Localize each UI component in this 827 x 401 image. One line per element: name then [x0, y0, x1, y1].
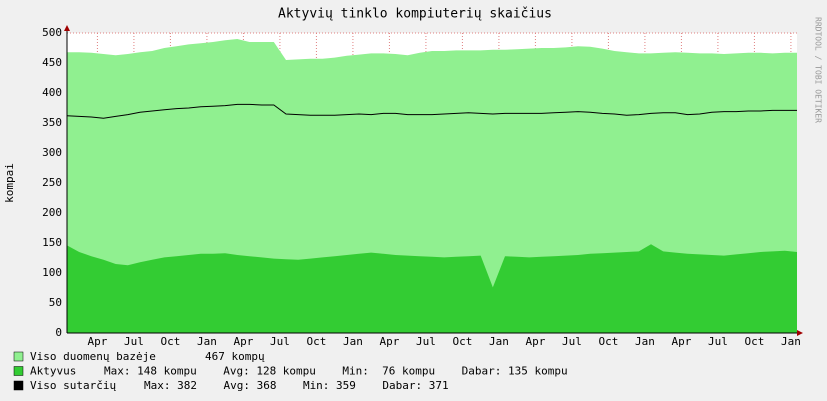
y-tick-label: 400 [42, 86, 62, 99]
legend-label: Viso sutarčių [30, 379, 116, 392]
x-tick-label: Jan [489, 335, 509, 348]
y-tick-label: 250 [42, 176, 62, 189]
axes [64, 25, 803, 336]
y-axis-arrow [64, 25, 70, 31]
x-tick-label: Apr [525, 335, 545, 348]
x-tick-label: Jul [270, 335, 290, 348]
legend-swatch [13, 380, 24, 391]
x-tick-label: Oct [306, 335, 326, 348]
legend-label: Viso duomenų bazėje [30, 350, 156, 363]
legend-label: Aktyvus [30, 365, 76, 378]
x-axis-arrow [797, 330, 803, 336]
x-tick-label: Apr [87, 335, 107, 348]
x-tick-label: Jul [562, 335, 582, 348]
y-tick-label: 450 [42, 56, 62, 69]
x-tick-label: Oct [160, 335, 180, 348]
x-tick-label: Jan [635, 335, 655, 348]
y-tick-label: 0 [55, 326, 62, 339]
x-tick-label: Jan [343, 335, 363, 348]
x-tick-label: Jan [781, 335, 801, 348]
legend-swatch [13, 366, 24, 376]
x-tick-label: Apr [379, 335, 399, 348]
x-tick-label: Jan [197, 335, 217, 348]
x-tick-label: Jul [124, 335, 144, 348]
x-tick-label: Apr [233, 335, 253, 348]
chart-title: Aktyvių tinklo kompiuterių skaičius [278, 7, 552, 22]
x-tick-label: Jul [416, 335, 436, 348]
x-tick-label: Oct [452, 335, 472, 348]
area [67, 244, 797, 333]
x-tick-label: Oct [744, 335, 764, 348]
x-tick-label: Apr [671, 335, 691, 348]
y-tick-label: 100 [42, 266, 62, 279]
y-tick-label: 50 [49, 296, 62, 309]
x-tick-label: Jul [708, 335, 728, 348]
legend-swatch [13, 351, 24, 362]
y-tick-label: 500 [42, 26, 62, 39]
y-tick-label: 150 [42, 236, 62, 249]
y-tick-label: 300 [42, 146, 62, 159]
watermark: RRDTOOL / TOBI OETIKER [814, 17, 823, 123]
legend-stats: Max: 148 kompu Avg: 128 kompu Min: 76 ko… [104, 365, 568, 378]
marks [66, 39, 797, 333]
legend: Viso duomenų bazėje 467 kompų Aktyvus Max: … [13, 350, 568, 392]
y-axis-label: kompai [3, 163, 16, 203]
y-tick-label: 350 [42, 116, 62, 129]
line [66, 103, 797, 119]
legend-stats: 467 kompų [205, 350, 265, 363]
y-tick-label: 200 [42, 206, 62, 219]
x-tick-label: Oct [598, 335, 618, 348]
legend-stats: Max: 382 Avg: 368 Min: 359 Dabar: 371 [144, 379, 449, 392]
